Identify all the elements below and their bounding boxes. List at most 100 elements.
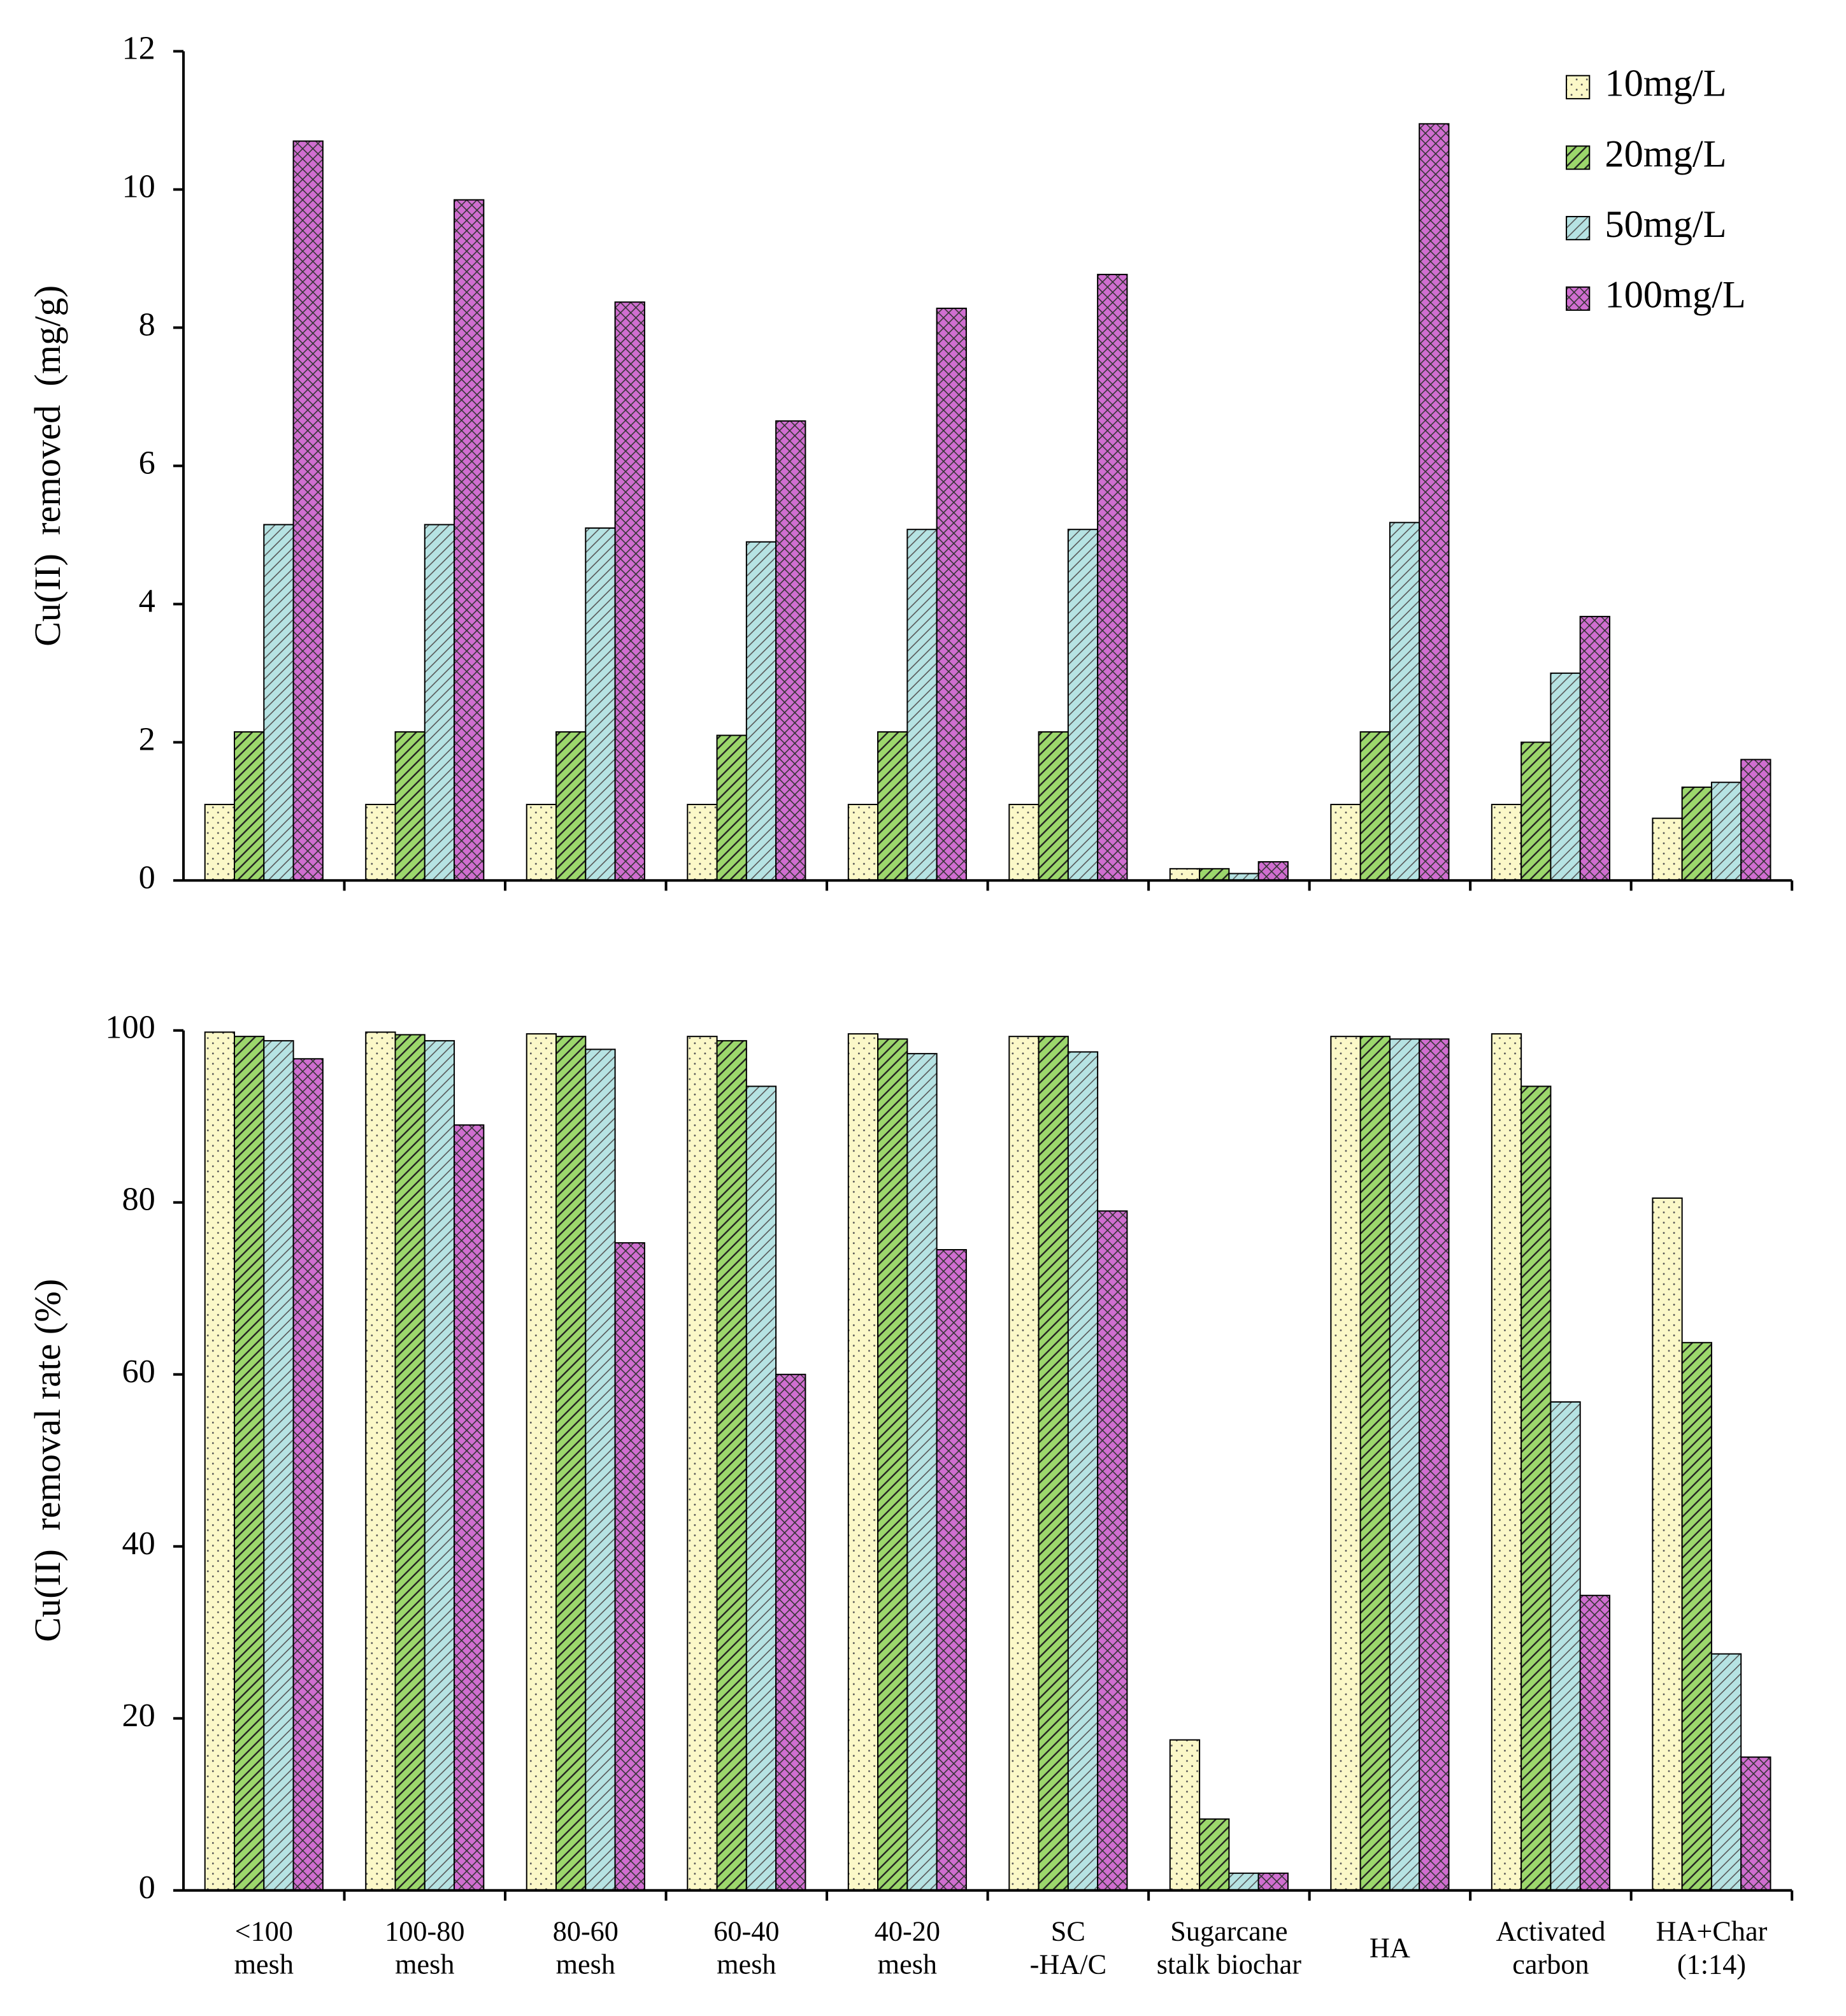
bar xyxy=(1067,529,1099,882)
bar xyxy=(775,420,806,882)
y-tick-label: 0 xyxy=(139,859,155,896)
x-tick-label: carbon xyxy=(1512,1949,1589,1980)
bar xyxy=(1257,861,1289,882)
bar xyxy=(1359,731,1391,882)
bar xyxy=(1740,759,1771,882)
bar xyxy=(424,524,455,882)
bar xyxy=(1330,803,1361,882)
bar xyxy=(1038,1036,1069,1891)
bar xyxy=(906,529,938,882)
y-tick-label: 10 xyxy=(122,168,155,204)
bar xyxy=(614,1242,645,1891)
bar xyxy=(454,199,485,882)
bar xyxy=(1199,868,1230,882)
x-tick-label: Sugarcane xyxy=(1170,1915,1287,1947)
x-tick-label: mesh xyxy=(234,1949,294,1980)
y-tick-label: 40 xyxy=(122,1525,155,1562)
x-tick-label: HA+Char xyxy=(1656,1915,1767,1947)
y-tick-label: 4 xyxy=(139,582,155,619)
x-tick-label: Activated xyxy=(1496,1915,1605,1947)
bar xyxy=(745,541,777,882)
bar xyxy=(1389,1038,1420,1891)
legend-label: 10mg/L xyxy=(1605,62,1726,105)
bar xyxy=(1097,273,1128,882)
bar xyxy=(847,803,879,882)
y-tick-label: 100 xyxy=(105,1009,155,1046)
bar xyxy=(292,140,324,882)
y-tick-label: 0 xyxy=(139,1869,155,1906)
legend-swatch xyxy=(1566,75,1591,99)
bar xyxy=(365,1031,396,1891)
x-tick-label: mesh xyxy=(556,1949,615,1980)
x-tick-label: mesh xyxy=(395,1949,454,1980)
x-tick-label: SC xyxy=(1051,1915,1085,1947)
x-tick-label: 40-20 xyxy=(875,1915,940,1947)
bar xyxy=(1710,782,1742,882)
bar xyxy=(234,731,265,882)
x-tick-label: -HA/C xyxy=(1030,1949,1106,1980)
x-tick-label: HA xyxy=(1370,1933,1410,1964)
bar xyxy=(1681,1341,1712,1891)
bar xyxy=(424,1040,455,1891)
bar xyxy=(263,1040,294,1891)
bar xyxy=(1419,1038,1450,1891)
x-tick-label: 60-40 xyxy=(713,1915,779,1947)
bar xyxy=(1550,1401,1581,1891)
bar xyxy=(526,803,557,882)
bar xyxy=(204,1031,236,1891)
bar xyxy=(1579,615,1610,882)
bar xyxy=(204,803,236,882)
y-axis-label: Cu(II) removal rate (%) xyxy=(27,1279,68,1642)
bar xyxy=(1681,786,1712,882)
x-tick-label: 100-80 xyxy=(385,1915,464,1947)
bar xyxy=(1579,1594,1610,1891)
legend-label: 100mg/L xyxy=(1605,274,1745,317)
bar xyxy=(936,1248,967,1891)
legend-swatch xyxy=(1566,286,1591,311)
legend-label: 20mg/L xyxy=(1605,132,1726,175)
y-axis-label: Cu(II) removed (mg/g) xyxy=(27,285,68,647)
bar xyxy=(1169,868,1201,882)
bar xyxy=(365,803,396,882)
bar xyxy=(394,731,426,882)
bar xyxy=(1520,741,1552,882)
bar xyxy=(847,1033,879,1891)
x-tick-label: mesh xyxy=(878,1949,937,1980)
bar xyxy=(1199,1818,1230,1891)
bar xyxy=(1419,123,1450,882)
bar xyxy=(1710,1653,1742,1891)
bar xyxy=(263,524,294,882)
bar xyxy=(1008,1036,1040,1891)
bar xyxy=(936,308,967,882)
bar xyxy=(1257,1872,1289,1891)
legend-swatch xyxy=(1566,216,1591,241)
bar xyxy=(394,1034,426,1891)
bar xyxy=(1550,672,1581,882)
x-tick-label: mesh xyxy=(717,1949,776,1980)
bar xyxy=(1359,1036,1391,1891)
legend-swatch xyxy=(1566,145,1591,170)
x-tick-label: <100 xyxy=(235,1915,293,1947)
bar xyxy=(877,1038,908,1891)
legend-label: 50mg/L xyxy=(1605,203,1726,246)
x-tick-label: 80-60 xyxy=(553,1915,619,1947)
bar xyxy=(687,803,718,882)
bar xyxy=(1228,1872,1259,1891)
bar xyxy=(1491,803,1522,882)
bar xyxy=(687,1036,718,1891)
y-tick-label: 60 xyxy=(122,1353,155,1390)
bar xyxy=(716,1040,747,1891)
bar xyxy=(1067,1051,1099,1891)
bar xyxy=(585,527,616,882)
bar xyxy=(555,1036,587,1891)
bar xyxy=(775,1373,806,1891)
y-tick-label: 2 xyxy=(139,720,155,757)
bar xyxy=(716,734,747,882)
bar xyxy=(526,1033,557,1891)
bar xyxy=(906,1053,938,1891)
bar xyxy=(1038,731,1069,882)
bar xyxy=(292,1058,324,1891)
bar xyxy=(555,731,587,882)
